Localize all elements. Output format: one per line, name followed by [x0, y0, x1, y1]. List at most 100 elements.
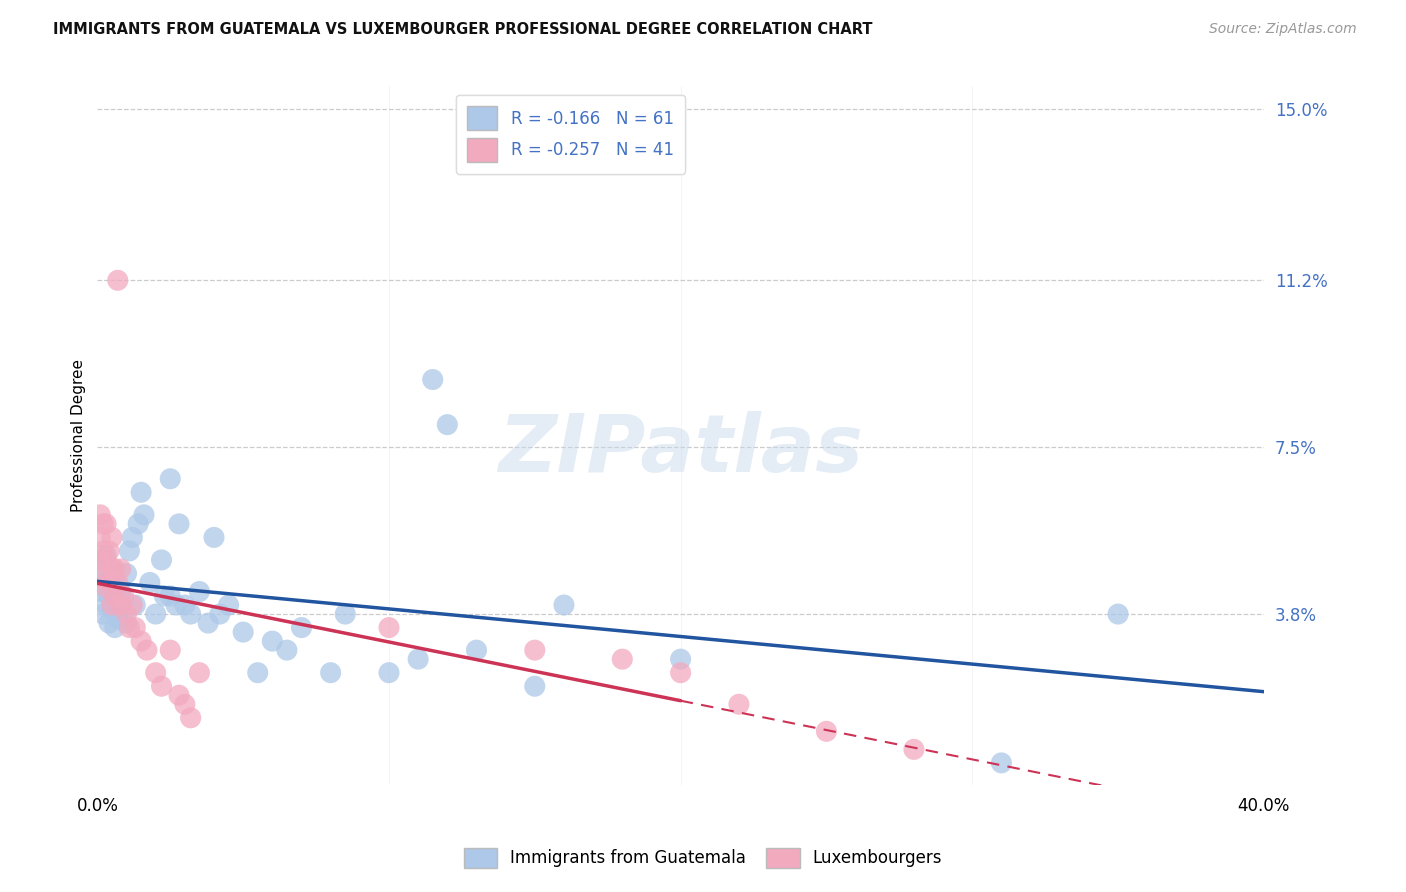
Point: [208, 607, 231, 621]
Point: [110, 607, 132, 621]
Point: [98, 589, 121, 603]
Point: [89, 508, 111, 522]
Point: [523, 643, 546, 657]
Point: [89, 553, 111, 567]
Point: [262, 634, 284, 648]
Point: [107, 611, 129, 625]
Point: [159, 589, 181, 603]
Point: [173, 698, 195, 712]
Point: [94, 549, 117, 563]
Point: [129, 485, 152, 500]
Point: [136, 643, 159, 657]
Point: [436, 417, 458, 432]
Point: [98, 575, 121, 590]
Point: [118, 544, 141, 558]
Legend: R = -0.166   N = 61, R = -0.257   N = 41: R = -0.166 N = 61, R = -0.257 N = 41: [456, 95, 685, 174]
Point: [121, 530, 143, 544]
Point: [107, 273, 129, 287]
Text: Source: ZipAtlas.com: Source: ZipAtlas.com: [1209, 22, 1357, 37]
Point: [1107, 607, 1129, 621]
Point: [89, 562, 111, 576]
Point: [89, 584, 111, 599]
Point: [124, 598, 146, 612]
Point: [465, 643, 488, 657]
Point: [91, 580, 114, 594]
Point: [139, 575, 162, 590]
Point: [202, 530, 225, 544]
Point: [101, 602, 124, 616]
Legend: Immigrants from Guatemala, Luxembourgers: Immigrants from Guatemala, Luxembourgers: [457, 841, 949, 875]
Point: [159, 472, 181, 486]
Point: [167, 688, 190, 702]
Point: [94, 516, 117, 531]
Point: [89, 530, 111, 544]
Point: [669, 665, 692, 680]
Point: [112, 589, 135, 603]
Point: [104, 571, 127, 585]
Point: [115, 607, 138, 621]
Point: [246, 665, 269, 680]
Point: [180, 711, 202, 725]
Point: [110, 598, 132, 612]
Point: [104, 598, 127, 612]
Text: IMMIGRANTS FROM GUATEMALA VS LUXEMBOURGER PROFESSIONAL DEGREE CORRELATION CHART: IMMIGRANTS FROM GUATEMALA VS LUXEMBOURGE…: [53, 22, 873, 37]
Point: [132, 508, 155, 522]
Point: [101, 562, 124, 576]
Point: [98, 566, 121, 581]
Point: [378, 665, 401, 680]
Point: [110, 584, 132, 599]
Point: [903, 742, 925, 756]
Point: [815, 724, 838, 739]
Point: [188, 665, 211, 680]
Point: [728, 698, 751, 712]
Point: [104, 562, 127, 576]
Point: [127, 516, 149, 531]
Point: [159, 643, 181, 657]
Point: [276, 643, 298, 657]
Point: [91, 516, 114, 531]
Point: [167, 516, 190, 531]
Point: [104, 621, 127, 635]
Point: [112, 593, 135, 607]
Point: [406, 652, 429, 666]
Point: [129, 634, 152, 648]
Point: [422, 372, 444, 386]
Point: [378, 621, 401, 635]
Point: [335, 607, 357, 621]
Point: [165, 598, 187, 612]
Point: [94, 575, 117, 590]
Point: [107, 580, 129, 594]
Point: [153, 589, 176, 603]
Point: [523, 679, 546, 693]
Point: [94, 580, 117, 594]
Point: [188, 584, 211, 599]
Point: [218, 598, 240, 612]
Point: [150, 679, 173, 693]
Point: [553, 598, 575, 612]
Point: [101, 530, 124, 544]
Point: [232, 625, 254, 640]
Point: [101, 598, 124, 612]
Point: [98, 616, 121, 631]
Point: [290, 621, 312, 635]
Point: [150, 553, 173, 567]
Point: [115, 566, 138, 581]
Text: ZIPatlas: ZIPatlas: [498, 411, 863, 489]
Point: [98, 544, 121, 558]
Point: [118, 621, 141, 635]
Point: [180, 607, 202, 621]
Point: [612, 652, 634, 666]
Point: [91, 544, 114, 558]
Point: [115, 616, 138, 631]
Point: [145, 607, 167, 621]
Point: [104, 589, 127, 603]
Point: [91, 607, 114, 621]
Point: [94, 598, 117, 612]
Point: [94, 553, 117, 567]
Point: [91, 571, 114, 585]
Y-axis label: Professional Degree: Professional Degree: [72, 359, 86, 512]
Point: [990, 756, 1012, 770]
Point: [319, 665, 342, 680]
Point: [197, 616, 219, 631]
Point: [91, 553, 114, 567]
